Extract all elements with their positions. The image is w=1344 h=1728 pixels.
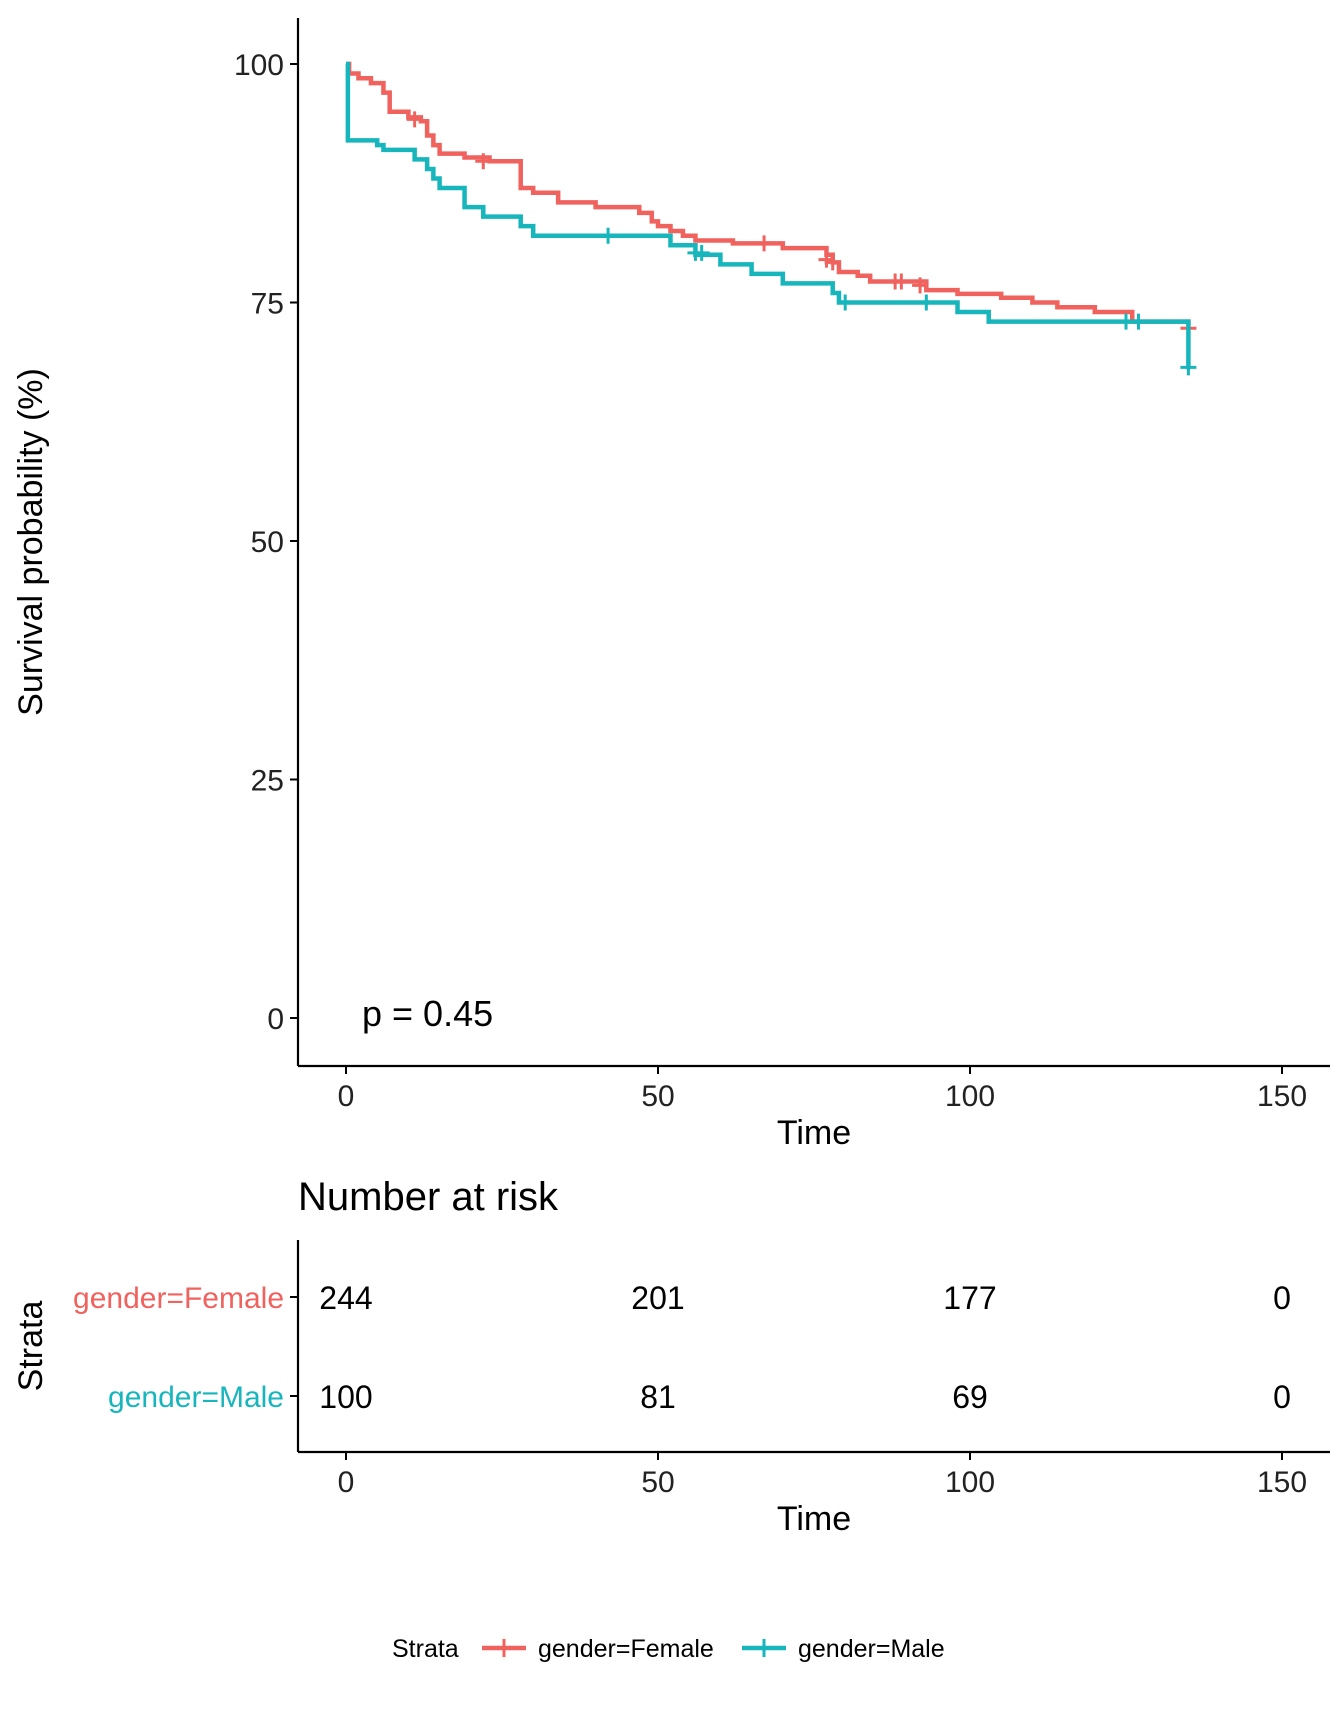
censor-mark — [824, 254, 841, 271]
risk-x-tick-label: 100 — [945, 1466, 995, 1499]
censor-mark — [912, 277, 929, 294]
km-x-tick-label: 0 — [338, 1080, 355, 1113]
km-y-tick-label: 50 — [251, 526, 284, 559]
risk-y-axis-title: Strata — [12, 1301, 50, 1392]
km-y-tick-label: 100 — [234, 49, 284, 82]
km-x-axis-title: Time — [777, 1114, 851, 1152]
km-curve-gender-female — [346, 61, 1191, 327]
risk-table-title: Number at risk — [298, 1175, 559, 1219]
risk-count: 201 — [631, 1280, 684, 1316]
censor-mark — [837, 294, 854, 311]
km-x-tick-label: 150 — [1257, 1080, 1307, 1113]
censor-mark — [1130, 313, 1147, 330]
km-y-axis-title: Survival probability (%) — [12, 368, 50, 716]
risk-x-axis-title: Time — [777, 1500, 851, 1538]
km-x-tick-label: 100 — [945, 1080, 995, 1113]
risk-count: 69 — [952, 1379, 988, 1415]
risk-count: 244 — [319, 1280, 372, 1316]
risk-count: 100 — [319, 1379, 372, 1415]
p-value-annotation: p = 0.45 — [362, 993, 493, 1034]
risk-x-tick-label: 150 — [1257, 1466, 1307, 1499]
risk-count: 0 — [1273, 1379, 1291, 1415]
km-x-tick-label: 50 — [641, 1080, 674, 1113]
risk-table-panel: Number at risk gender=Female 244 201 177 0 gen… — [12, 1175, 1330, 1538]
risk-count: 0 — [1273, 1280, 1291, 1316]
censor-mark — [1180, 359, 1197, 376]
risk-row-label: gender=Male — [108, 1381, 284, 1414]
censor-mark — [918, 294, 935, 311]
censor-mark — [756, 235, 773, 252]
risk-x-tick-label: 0 — [338, 1466, 355, 1499]
risk-count: 177 — [943, 1280, 996, 1316]
km-plot-panel: 0 25 50 75 100 0 50 100 150 Time Survival probabil… — [12, 18, 1330, 1152]
censor-mark — [475, 153, 492, 170]
legend: Strata gender=Female gender=Male — [392, 1635, 945, 1663]
legend-item-label: gender=Female — [538, 1635, 714, 1663]
risk-count: 81 — [640, 1379, 676, 1415]
censor-mark — [693, 244, 710, 261]
km-y-tick-label: 25 — [251, 765, 284, 798]
censor-mark — [406, 111, 423, 128]
legend-item-label: gender=Male — [798, 1635, 945, 1663]
risk-x-tick-label: 50 — [641, 1466, 674, 1499]
censor-mark — [893, 273, 910, 290]
legend-title: Strata — [392, 1635, 459, 1663]
km-curve-gender-male — [345, 61, 1191, 370]
km-y-tick-label: 0 — [267, 1003, 284, 1036]
km-y-tick-label: 75 — [251, 288, 284, 321]
risk-row-label: gender=Female — [73, 1282, 284, 1315]
censor-mark — [600, 227, 617, 244]
